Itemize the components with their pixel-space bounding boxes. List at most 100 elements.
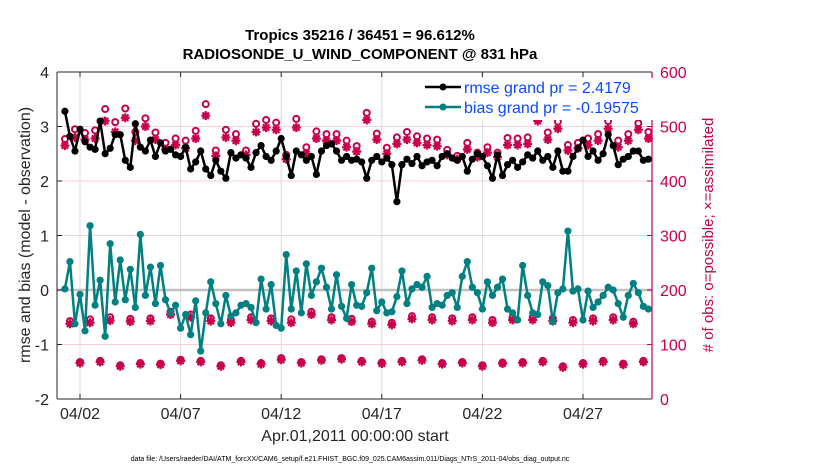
rmse-point (604, 131, 612, 139)
rmse-point (106, 144, 114, 152)
bias-point (423, 272, 431, 280)
obs-assimilated-marker (523, 139, 533, 149)
bias-point (584, 287, 592, 295)
y2-tick-label: 600 (660, 65, 687, 82)
bias-point (146, 263, 155, 271)
bias-point (327, 305, 336, 313)
rmse-point (644, 155, 652, 163)
rmse-point (483, 162, 492, 170)
rmse-point (544, 152, 552, 161)
obs-assimilated-marker (206, 316, 216, 326)
rmse-point (609, 141, 617, 150)
rmse-point (458, 152, 466, 161)
y-tick-label: 0 (40, 283, 49, 300)
axes: 04/02 04/07 04/12 04/17 04/22 04/27 0 100 200 300… (35, 65, 687, 423)
rmse-point (579, 136, 587, 144)
obs-assimilated-marker (311, 133, 321, 143)
obs-assimilated-marker (120, 113, 130, 123)
x-tick-label: 04/22 (462, 406, 502, 423)
obs-assimilated-marker (467, 315, 477, 325)
obs-possible-marker (221, 125, 230, 134)
obs-assimilated-marker (337, 354, 347, 364)
rmse-point (292, 147, 300, 155)
rmse-point (131, 120, 139, 128)
bias-point (262, 305, 270, 313)
obs-assimilated-marker (226, 318, 236, 328)
bias-point (624, 291, 632, 300)
rmse-point (363, 174, 371, 182)
x-tick-label: 04/02 (60, 406, 100, 423)
bias-point (468, 283, 476, 291)
bias-point (398, 267, 406, 275)
rmse-point (247, 163, 255, 171)
bias-point (282, 250, 290, 259)
rmse-point (398, 161, 406, 169)
rmse-point (428, 156, 436, 164)
obs-assimilated-marker (231, 136, 241, 146)
obs-assimilated-marker (498, 359, 508, 369)
obs-assimilated-marker (65, 319, 75, 329)
bias-point (197, 347, 205, 355)
obs-assimilated-marker (618, 360, 628, 370)
chart-subtitle: RADIOSONDE_U_WIND_COMPONENT @ 831 hPa (183, 46, 538, 63)
y-tick-label: 3 (40, 120, 49, 137)
bias-point (619, 313, 627, 321)
rmse-point (141, 147, 149, 155)
bias-point (71, 320, 79, 328)
rmse-point (217, 167, 225, 175)
rmse-point (317, 147, 326, 155)
rmse-point (498, 171, 507, 180)
obs-assimilated-marker (135, 359, 145, 369)
rmse-point (559, 167, 567, 175)
obs-possible-marker (191, 126, 200, 135)
obs-assimilated-marker (563, 145, 573, 155)
obs-possible-marker (503, 133, 512, 142)
x-axis-label: Apr.01,2011 00:00:00 start (261, 428, 449, 445)
rmse-point (383, 154, 391, 162)
bias-point (61, 285, 69, 293)
bias-point (348, 280, 356, 289)
obs-assimilated-marker (216, 361, 226, 371)
obs-assimilated-marker (342, 142, 352, 152)
rmse-point (307, 152, 315, 161)
rmse-point (564, 167, 572, 175)
obs-possible-marker (543, 128, 552, 137)
obs-assimilated-marker (482, 148, 492, 158)
bias-point (312, 278, 321, 286)
rmse-point (413, 152, 421, 161)
rmse-point (388, 161, 396, 169)
bias-point (519, 261, 527, 270)
y2-tick-label: 100 (660, 338, 687, 355)
rmse-point (66, 132, 74, 140)
bias-point (202, 309, 210, 317)
rmse-point (202, 165, 210, 173)
bias-point (544, 282, 552, 290)
bias-point (136, 230, 144, 239)
rmse-point (393, 198, 401, 206)
rmse-point (554, 147, 562, 155)
obs-assimilated-marker (457, 358, 467, 368)
obs-assimilated-marker (623, 136, 633, 146)
rmse-point (549, 163, 557, 171)
obs-assimilated-marker (236, 357, 246, 367)
obs-assimilated-marker (477, 361, 487, 371)
bias-point (322, 283, 331, 291)
data-file-note: data file: /Users/raeder/DAI/ATM_forcXX/… (131, 456, 570, 463)
bias-point (166, 309, 175, 317)
bias-point (141, 291, 149, 300)
rmse-point (463, 167, 471, 175)
rmse-point (629, 147, 637, 155)
bias-point (212, 300, 220, 308)
obs-assimilated-marker (306, 310, 316, 320)
rmse-point (151, 152, 160, 161)
bias-point (418, 283, 426, 291)
bias-point (116, 256, 124, 264)
bias-point (192, 297, 200, 305)
rmse-point (534, 147, 542, 155)
bias-point (302, 260, 310, 268)
obs-assimilated-marker (417, 355, 427, 365)
bias-point (131, 303, 139, 312)
bias-point (121, 296, 129, 304)
bias-point (458, 272, 466, 280)
